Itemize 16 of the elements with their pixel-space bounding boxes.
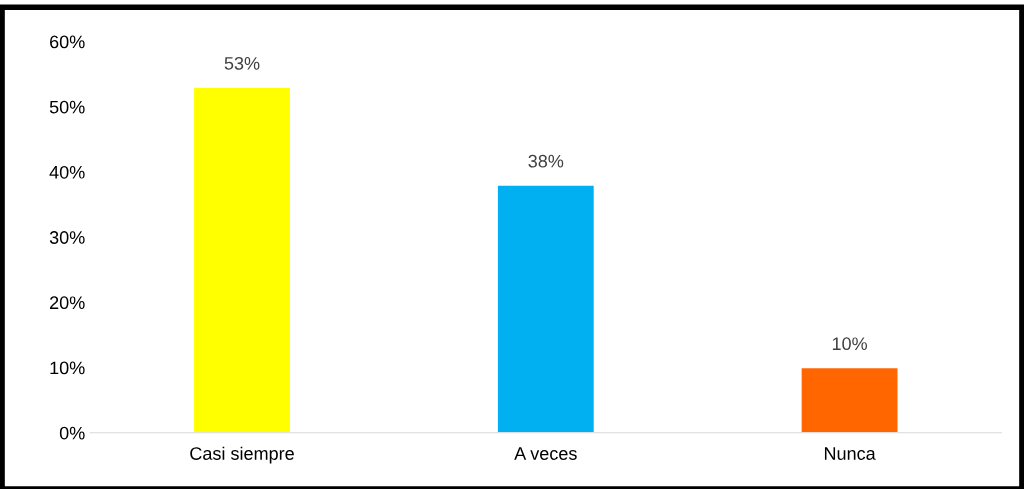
bar (800, 366, 899, 433)
data-label: 38% (528, 154, 564, 168)
y-tick-label: 40% (49, 165, 85, 179)
y-tick-label: 30% (49, 231, 85, 244)
y-tick-label: 0% (59, 426, 85, 440)
y-tick-label: 50% (49, 100, 85, 114)
bar (496, 184, 596, 433)
data-label: 53% (224, 56, 260, 70)
x-tick-label: A veces (514, 447, 577, 460)
y-tick-label: 20% (50, 296, 85, 310)
y-tick-label: 10% (50, 361, 85, 375)
x-tick-label: Nunca (824, 447, 876, 460)
y-tick-label: 60% (50, 35, 85, 49)
bar (192, 86, 292, 433)
x-tick-label: Casi siempre (190, 446, 294, 464)
data-label: 10% (832, 337, 868, 351)
